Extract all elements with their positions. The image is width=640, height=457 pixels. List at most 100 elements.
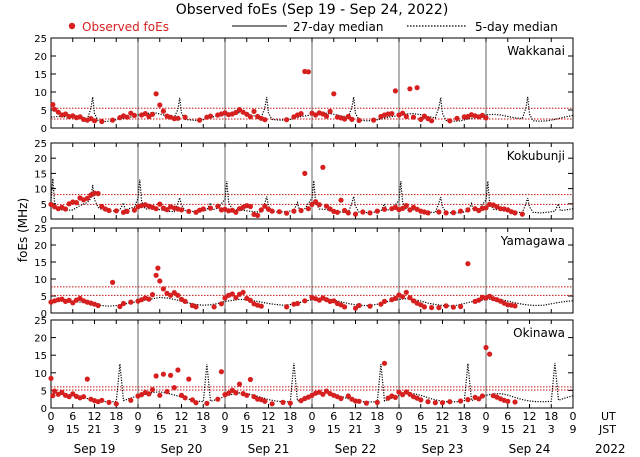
observed-point bbox=[95, 302, 101, 309]
ut-tick-label: 12 bbox=[349, 410, 363, 423]
observed-point bbox=[302, 298, 308, 304]
observed-point bbox=[403, 203, 409, 209]
jst-tick-label: 21 bbox=[523, 423, 537, 436]
observed-point bbox=[247, 203, 253, 210]
observed-point bbox=[95, 190, 101, 197]
observed-point bbox=[356, 117, 362, 123]
observed-point bbox=[450, 304, 456, 310]
y-tick-label: 10 bbox=[34, 88, 47, 99]
observed-point bbox=[334, 209, 340, 215]
observed-point bbox=[476, 396, 482, 402]
observed-point bbox=[50, 393, 56, 399]
ut-tick-label: 18 bbox=[457, 410, 471, 423]
observed-point bbox=[519, 211, 525, 217]
observed-point bbox=[305, 206, 311, 212]
observed-point bbox=[320, 391, 326, 397]
ut-tick-label: 6 bbox=[156, 410, 163, 423]
observed-point bbox=[374, 399, 380, 405]
observed-point bbox=[443, 210, 449, 216]
day-label: Sep 19 bbox=[74, 442, 116, 456]
x-axis: UT JST 2022 0 6 12 18 0 6 12 18 0 6 12 18 0 6 12 18 0 6 12… bbox=[48, 410, 626, 456]
observed-point bbox=[204, 400, 210, 406]
jst-tick-label: 15 bbox=[501, 423, 515, 436]
observed-point bbox=[381, 360, 388, 366]
observed-point bbox=[298, 207, 304, 214]
observed-point bbox=[128, 397, 134, 403]
observed-point bbox=[454, 115, 460, 121]
observed-point bbox=[389, 111, 395, 117]
observed-point bbox=[458, 208, 464, 214]
observed-point bbox=[153, 206, 159, 212]
y-tick-label: 5 bbox=[41, 386, 47, 397]
legend-observed-marker bbox=[68, 22, 76, 30]
observed-point bbox=[52, 106, 58, 112]
observed-point bbox=[505, 398, 511, 404]
observed-point bbox=[309, 201, 315, 207]
observed-point bbox=[207, 205, 214, 211]
observed-point bbox=[345, 210, 351, 216]
ut-tick-label: 0 bbox=[570, 410, 577, 423]
observed-point bbox=[342, 207, 348, 214]
observed-point bbox=[186, 208, 192, 214]
y-tick-label: 20 bbox=[34, 334, 47, 345]
y-tick-label: 10 bbox=[34, 369, 47, 380]
observed-point bbox=[110, 117, 116, 123]
median5-line bbox=[50, 178, 574, 214]
observed-point bbox=[157, 392, 163, 398]
observed-point bbox=[432, 400, 438, 406]
ut-label: UT bbox=[601, 410, 616, 423]
observed-point bbox=[381, 298, 388, 304]
observed-point bbox=[360, 209, 366, 215]
observed-point bbox=[436, 305, 442, 311]
observed-point bbox=[117, 303, 123, 310]
ut-tick-label: 12 bbox=[436, 410, 450, 423]
ut-tick-label: 6 bbox=[330, 410, 337, 423]
observed-point bbox=[400, 205, 406, 211]
observed-point bbox=[168, 292, 174, 298]
observed-point bbox=[131, 112, 137, 118]
year-label: 2022 bbox=[595, 442, 626, 456]
observed-point bbox=[487, 293, 493, 299]
observed-point bbox=[200, 206, 206, 212]
observed-point bbox=[458, 398, 464, 404]
observed-point bbox=[222, 295, 228, 301]
observed-point bbox=[342, 116, 348, 122]
day-label: Sep 23 bbox=[422, 442, 464, 456]
panel-wakkanai: 0 5 10 15 20 25 Wakkanai bbox=[34, 34, 574, 135]
observed-point bbox=[164, 207, 170, 213]
jst-tick-label: 9 bbox=[48, 423, 55, 436]
observed-point bbox=[153, 373, 159, 379]
ut-tick-label: 18 bbox=[544, 410, 558, 423]
y-tick-label: 15 bbox=[34, 169, 47, 180]
observed-point bbox=[331, 298, 337, 304]
y-tick-label: 25 bbox=[34, 139, 47, 150]
observed-point bbox=[476, 297, 482, 303]
jst-tick-label: 15 bbox=[327, 423, 341, 436]
observed-point bbox=[247, 376, 253, 383]
observed-point bbox=[345, 113, 351, 120]
median5-line bbox=[50, 96, 574, 123]
observed-point bbox=[155, 265, 161, 271]
legend: Observed foEs 27-day median 5-day median bbox=[68, 20, 558, 34]
observed-point bbox=[392, 295, 398, 301]
y-tick-label: 20 bbox=[34, 52, 47, 63]
observed-point bbox=[443, 303, 449, 309]
ut-tick-label: 6 bbox=[243, 410, 250, 423]
observed-point bbox=[400, 294, 406, 300]
observed-point bbox=[189, 397, 195, 403]
observed-point bbox=[160, 108, 166, 114]
y-tick-label: 5 bbox=[41, 200, 47, 211]
y-tick-label: 10 bbox=[34, 185, 47, 196]
observed-point bbox=[171, 385, 177, 391]
observed-point bbox=[483, 205, 489, 211]
observed-point bbox=[55, 109, 61, 115]
observed-point bbox=[298, 111, 304, 117]
observed-point bbox=[124, 114, 130, 120]
observed-point bbox=[197, 117, 203, 123]
jst-tick-label: 21 bbox=[88, 423, 102, 436]
observed-point bbox=[131, 207, 137, 213]
observed-point bbox=[226, 390, 232, 396]
observed-point bbox=[149, 111, 156, 117]
panel-yamagawa: 0 5 10 15 20 25 Yamagawa bbox=[34, 224, 574, 320]
observed-point bbox=[113, 208, 119, 214]
